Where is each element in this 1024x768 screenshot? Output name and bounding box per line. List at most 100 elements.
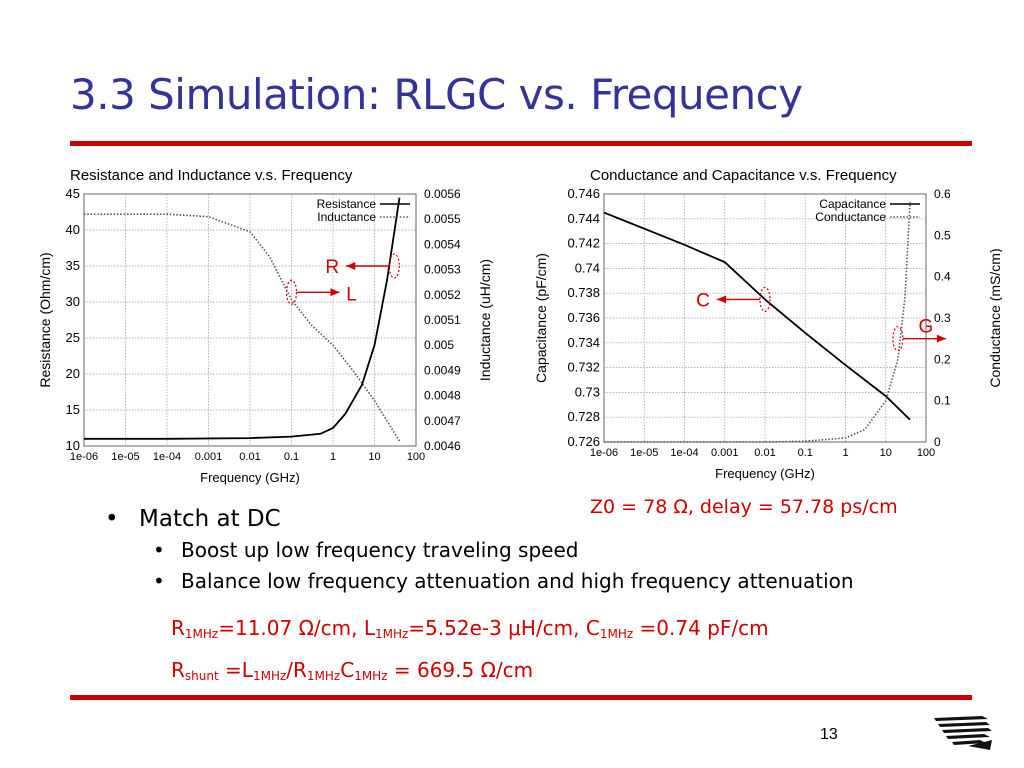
annotation-arrowhead-l (330, 288, 340, 297)
chart-conductance-capacitance-panel: Conductance and Capacitance v.s. Frequen… (532, 160, 1002, 490)
annotation-label-l: L (346, 284, 357, 305)
slide-title: 3.3 Simulation: RLGC vs. Frequency (70, 70, 803, 119)
x-tick-label: 10 (880, 447, 892, 459)
bullet-dot-icon: • (105, 506, 119, 532)
x-axis-label: Frequency (GHz) (200, 470, 300, 485)
legend-label-resistance: Resistance (317, 197, 377, 211)
bullet-text: Match at DC (139, 506, 281, 532)
x-tick-label: 0.1 (284, 451, 299, 463)
y-tick-label: 10 (66, 438, 80, 453)
annotation-arrowhead-r (346, 262, 356, 270)
y-tick-label: 0.742 (567, 236, 600, 251)
r-symbol: R (171, 616, 185, 640)
c-symbol: C (585, 616, 600, 640)
y-axis-label: Capacitance (pF/cm) (533, 253, 549, 383)
series-line-resistance (84, 197, 401, 440)
legend-label-capacitance: Capacitance (819, 197, 886, 211)
y2-tick-label: 0.0046 (424, 439, 461, 453)
series-line-conductance (604, 202, 911, 443)
l-symbol: L (363, 616, 375, 640)
legend-label-conductance: Conductance (815, 210, 886, 224)
y-tick-label: 25 (66, 330, 80, 345)
series-line-inductance (84, 213, 401, 442)
c-symbol: C (340, 658, 355, 682)
annotation-ellipse-r (388, 253, 400, 279)
y-tick-label: 0.734 (567, 335, 600, 350)
y-tick-label: 45 (66, 186, 80, 201)
title-divider (70, 141, 972, 146)
x-tick-label: 1e-06 (590, 447, 618, 459)
chart-resistance-inductance-panel: Resistance and Inductance v.s. Frequency… (36, 160, 506, 490)
rlc-1mhz-formula: R1MHz=11.07 Ω/cm, L1MHz=5.52e-3 μH/cm, C… (171, 616, 769, 641)
impedance-delay-result: Z0 = 78 Ω, delay = 57.78 ps/cm (590, 496, 898, 518)
series-line-capacitance (603, 211, 911, 421)
sub-bullet-text: Boost up low frequency traveling speed (181, 538, 579, 562)
y-tick-label: 0.738 (567, 285, 600, 300)
rshunt-symbol: R (171, 658, 185, 682)
x-tick-label: 0.01 (239, 451, 260, 463)
y-tick-label: 0.732 (567, 360, 600, 375)
divide-r: /R (286, 658, 307, 682)
y-tick-label: 0.736 (567, 310, 600, 325)
bullet-match-at-dc: • Match at DC (105, 506, 281, 532)
y-tick-label: 35 (66, 258, 80, 273)
y2-tick-label: 0.0056 (424, 187, 461, 201)
c-subscript: 1MHz (599, 627, 634, 641)
y-tick-label: 0.73 (575, 384, 600, 399)
y2-tick-label: 0.0048 (424, 389, 461, 403)
x-tick-label: 1 (842, 447, 848, 459)
x-tick-label: 1e-04 (670, 447, 698, 459)
page-number: 13 (820, 726, 838, 743)
l-subscript: 1MHz (252, 669, 287, 683)
l-value: =5.52e-3 μH/cm, (408, 616, 586, 640)
y2-tick-label: 0.4 (934, 270, 951, 284)
sub-bullet-speed: • Boost up low frequency traveling speed (153, 538, 578, 562)
annotation-label-g: G (918, 317, 933, 338)
rshunt-eq: =L (218, 658, 253, 682)
y2-tick-label: 0.0053 (424, 263, 461, 277)
r-subscript: 1MHz (184, 627, 219, 641)
y-tick-label: 30 (66, 294, 80, 309)
y-tick-label: 0.744 (567, 211, 600, 226)
rshunt-value: = 669.5 Ω/cm (387, 658, 534, 682)
x-tick-label: 0.1 (798, 447, 813, 459)
y-tick-label: 40 (66, 222, 80, 237)
y-tick-label: 0.728 (567, 409, 600, 424)
y2-tick-label: 0.0051 (424, 313, 461, 327)
annotation-label-r: R (325, 257, 339, 278)
r-value: =11.07 Ω/cm, (218, 616, 364, 640)
y-axis-label: Resistance (Ohm/cm) (37, 252, 53, 387)
x-tick-label: 0.01 (754, 447, 775, 459)
y2-tick-label: 0.1 (934, 394, 951, 408)
footer-divider (70, 695, 972, 700)
l-subscript: 1MHz (374, 627, 409, 641)
y2-tick-label: 0.6 (934, 187, 951, 201)
y-tick-label: 20 (66, 366, 80, 381)
y-tick-label: 0.726 (567, 434, 600, 449)
y2-axis-label: Inductance (uH/cm) (477, 259, 493, 381)
y2-tick-label: 0.0049 (424, 363, 461, 377)
legend-label-inductance: Inductance (317, 210, 376, 224)
chart-title: Resistance and Inductance v.s. Frequency (70, 167, 353, 184)
y-tick-label: 15 (66, 402, 80, 417)
c-value: =0.74 pF/cm (633, 616, 769, 640)
x-tick-label: 1e-05 (630, 447, 658, 459)
y2-tick-label: 0 (934, 435, 941, 449)
bullet-dot-icon: • (153, 569, 165, 593)
x-tick-label: 10 (368, 451, 380, 463)
annotation-ellipse-c (759, 286, 771, 312)
annotation-arrowhead-c (717, 295, 726, 304)
y-tick-label: 0.74 (575, 260, 600, 275)
rshunt-formula: Rshunt =L1MHz/R1MHzC1MHz = 669.5 Ω/cm (171, 658, 533, 683)
r-subscript: 1MHz (306, 669, 341, 683)
y2-tick-label: 0.3 (934, 311, 951, 325)
x-tick-label: 100 (407, 451, 425, 463)
chart-title: Conductance and Capacitance v.s. Frequen… (590, 167, 897, 184)
x-tick-label: 1e-06 (70, 451, 98, 463)
y2-tick-label: 0.0052 (424, 288, 461, 302)
annotation-arrowhead-g (936, 334, 946, 343)
rshunt-subscript: shunt (184, 669, 219, 683)
y2-tick-label: 0.0047 (424, 414, 461, 428)
x-tick-label: 1 (330, 451, 336, 463)
x-tick-label: 100 (917, 447, 935, 459)
